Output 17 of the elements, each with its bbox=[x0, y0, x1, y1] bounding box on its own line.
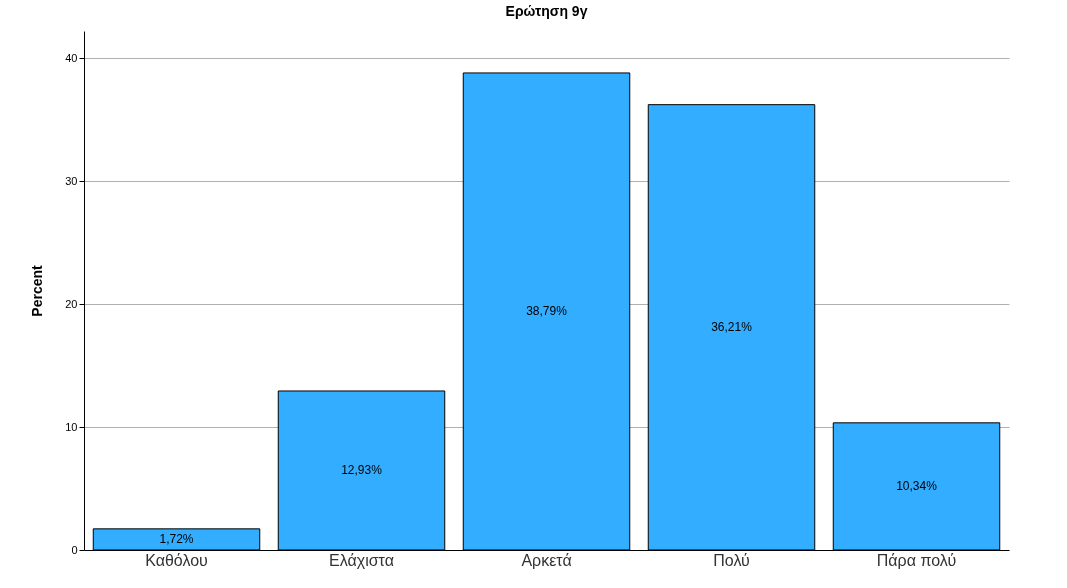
y-tick-label: 30 bbox=[65, 174, 78, 187]
y-tick-label: 0 bbox=[71, 543, 78, 556]
y-tick-label: 10 bbox=[65, 420, 78, 433]
chart-title: Ερώτηση 9γ bbox=[505, 3, 588, 19]
x-tick-label: Αρκετά bbox=[521, 551, 572, 569]
data-label: 12,93% bbox=[341, 463, 383, 478]
x-tick-label: Πολύ bbox=[713, 551, 750, 569]
data-label: 1,72% bbox=[159, 532, 194, 547]
x-tick-label: Ελάχιστα bbox=[329, 551, 394, 569]
y-tick-label: 40 bbox=[65, 51, 78, 64]
x-tick-label: Πάρα πολύ bbox=[876, 551, 957, 569]
data-label: 38,79% bbox=[526, 304, 568, 319]
y-axis-title: Percent bbox=[29, 264, 46, 317]
data-label: 10,34% bbox=[896, 479, 938, 494]
data-label: 36,21% bbox=[711, 320, 753, 335]
x-tick-label: Καθόλου bbox=[145, 551, 208, 569]
y-tick-label: 20 bbox=[65, 297, 78, 310]
